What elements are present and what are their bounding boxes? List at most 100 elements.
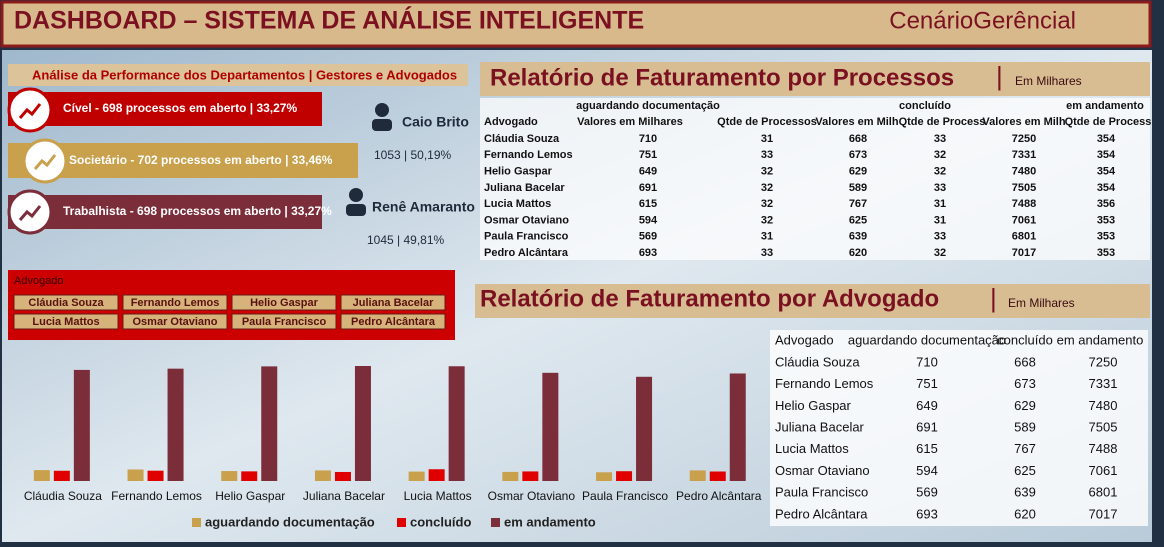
manager-name: Renê Amaranto xyxy=(372,199,475,215)
table-cell: 673 xyxy=(1014,376,1036,391)
table-cell: 620 xyxy=(849,247,867,259)
bar xyxy=(73,369,90,481)
slicer-item[interactable] xyxy=(13,313,119,330)
slicer-item-label: Cláudia Souza xyxy=(28,297,104,309)
table-cell: Osmar Otaviano xyxy=(775,463,870,478)
table-cell: 589 xyxy=(1014,420,1036,435)
legend-label: aguardando documentação xyxy=(205,514,375,529)
table-cell: 7250 xyxy=(1012,133,1036,145)
bar xyxy=(334,471,351,481)
table-cell: Helio Gaspar xyxy=(775,398,852,413)
manager-stat: 1053 | 50,19% xyxy=(374,148,452,162)
slicer-item-label: Paula Francisco xyxy=(242,316,327,328)
column-header: Advogado xyxy=(484,116,538,128)
table-cell: 649 xyxy=(916,398,938,413)
table-cell: 649 xyxy=(639,166,657,178)
legend-label: concluído xyxy=(410,514,471,529)
bar xyxy=(709,471,726,481)
bar xyxy=(221,471,238,481)
table-cell: 31 xyxy=(934,214,946,226)
table-cell: Pedro Alcântara xyxy=(775,506,868,521)
bar xyxy=(596,472,613,481)
slicer-item[interactable] xyxy=(122,313,228,330)
column-header: em andamento xyxy=(1057,332,1144,347)
table-cell: 629 xyxy=(1014,398,1036,413)
slicer-item[interactable] xyxy=(122,294,228,311)
table-cell: 32 xyxy=(761,182,773,194)
table-cell: 32 xyxy=(934,247,946,259)
bar xyxy=(33,470,50,481)
report-title-bar xyxy=(480,62,1150,96)
table-cell: 353 xyxy=(1097,214,1115,226)
table-cell: Fernando Lemos xyxy=(775,376,874,391)
table-cell: 354 xyxy=(1097,166,1116,178)
table-cell: 6801 xyxy=(1012,231,1036,243)
slicer-item-label: Lucia Mattos xyxy=(32,316,99,328)
table-cell: 7017 xyxy=(1089,506,1118,521)
report-title-bar xyxy=(475,284,1150,318)
manager-name: Caio Brito xyxy=(402,114,469,130)
x-tick-label: Juliana Bacelar xyxy=(303,489,385,503)
table-cell: 668 xyxy=(1014,354,1036,369)
table-cell: 33 xyxy=(934,182,946,194)
table-cell: 620 xyxy=(1014,506,1036,521)
slicer-item-label: Osmar Otaviano xyxy=(133,316,218,328)
bar xyxy=(428,469,445,481)
bar xyxy=(408,471,425,481)
slicer-item[interactable] xyxy=(231,313,337,330)
group-header: em andamento xyxy=(1066,100,1144,112)
department-label: Trabalhista - 698 processos em aberto | … xyxy=(63,204,332,218)
table-cell: 569 xyxy=(639,231,657,243)
performance-title-bar xyxy=(8,64,468,86)
separator: | xyxy=(996,61,1003,91)
table-cell: 31 xyxy=(761,231,773,243)
table-cell: 673 xyxy=(849,149,867,161)
table-cell: 356 xyxy=(1097,198,1115,210)
bar xyxy=(502,471,519,481)
table-cell: 32 xyxy=(934,166,946,178)
table-cell: Lucia Mattos xyxy=(484,198,551,210)
x-tick-label: Helio Gaspar xyxy=(215,489,285,503)
x-tick-label: Cláudia Souza xyxy=(24,489,102,503)
bar xyxy=(314,470,331,481)
slicer-item[interactable] xyxy=(13,294,119,311)
slicer-item-label: Fernando Lemos xyxy=(131,297,220,309)
table-cell: Osmar Otaviano xyxy=(484,214,569,226)
table-cell: 32 xyxy=(761,214,773,226)
table-cell: 594 xyxy=(916,463,938,478)
table-cell: 353 xyxy=(1097,247,1115,259)
table-cell: 594 xyxy=(639,214,658,226)
bar xyxy=(636,376,653,481)
department-label: Societário - 702 processos em aberto | 3… xyxy=(69,153,333,167)
column-header: Qtde de Processos xyxy=(717,116,817,128)
person-icon xyxy=(375,103,389,117)
bar xyxy=(261,366,278,481)
table-cell: 7488 xyxy=(1012,198,1036,210)
dept-bar xyxy=(8,92,322,126)
slicer-item-label: Helio Gaspar xyxy=(250,297,319,309)
x-tick-label: Paula Francisco xyxy=(582,489,668,503)
table-cell: 693 xyxy=(639,247,657,259)
slicer-item[interactable] xyxy=(231,294,337,311)
slicer-item[interactable] xyxy=(340,294,446,311)
table-cell: 629 xyxy=(849,166,867,178)
group-header: aguardando documentação xyxy=(576,100,720,112)
bar xyxy=(616,471,633,481)
report-unit: Em Milhares xyxy=(1015,74,1082,88)
table-cell: 7061 xyxy=(1089,463,1118,478)
table-cell: 33 xyxy=(761,149,773,161)
table-cell: 767 xyxy=(1014,441,1036,456)
table-cell: 589 xyxy=(849,182,867,194)
table-cell: 710 xyxy=(639,133,657,145)
table-cell: 7480 xyxy=(1089,398,1118,413)
column-header: Advogado xyxy=(775,332,834,347)
table-cell: 7505 xyxy=(1012,182,1036,194)
department-label: Cível - 698 processos em aberto | 33,27% xyxy=(63,101,297,115)
slicer-item[interactable] xyxy=(340,313,446,330)
legend-swatch xyxy=(491,518,500,527)
table-cell: 33 xyxy=(934,133,946,145)
header-bar xyxy=(0,0,1152,48)
report-table-bg xyxy=(480,98,1150,260)
column-header: Qtde de Process xyxy=(899,116,986,128)
